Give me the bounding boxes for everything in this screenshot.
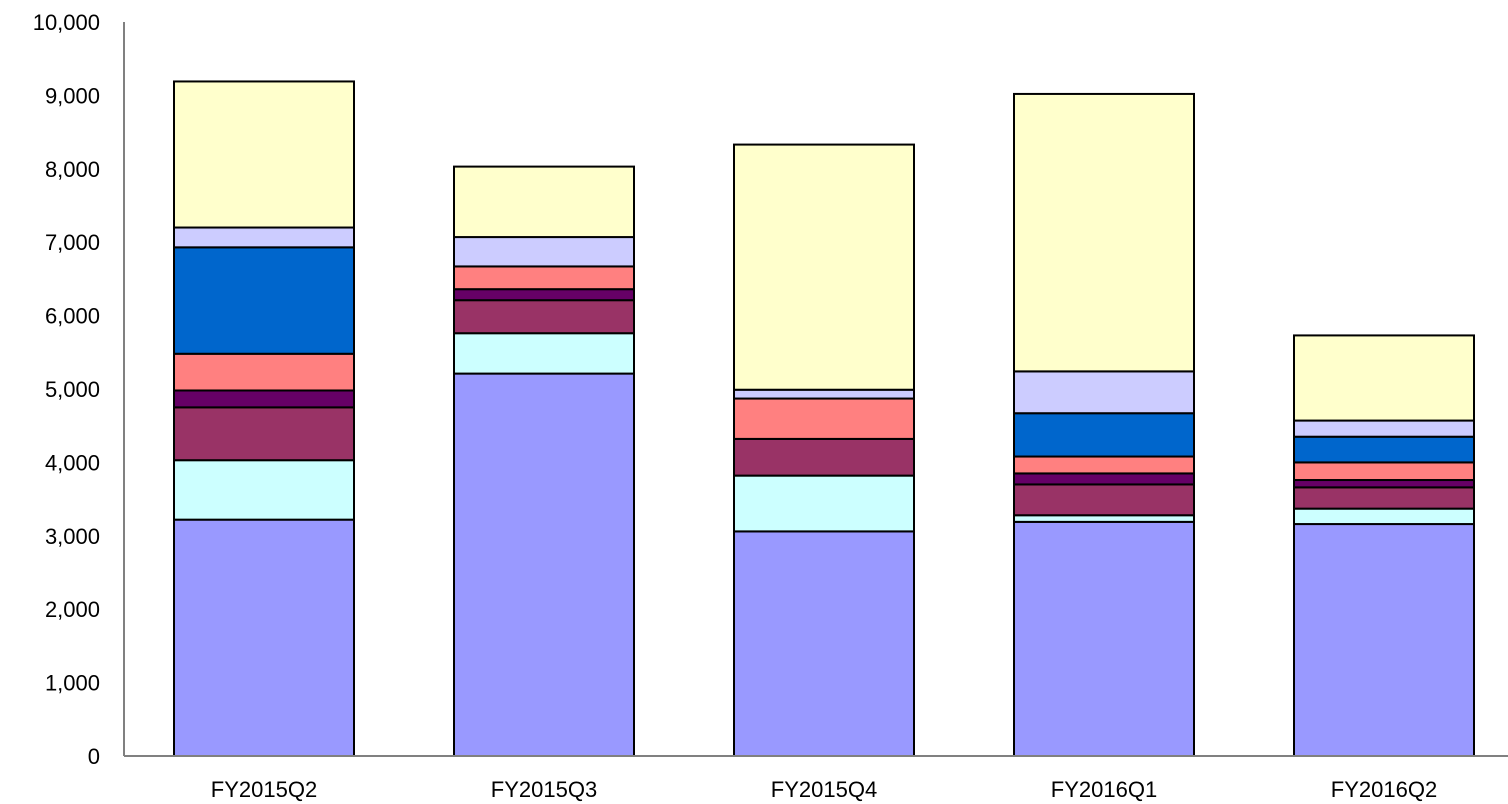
bar-segment <box>453 265 635 291</box>
bar-segment <box>733 388 915 400</box>
bar-segment <box>173 389 355 409</box>
bar-segment <box>1013 92 1195 373</box>
bar-stack <box>733 143 915 757</box>
bar-segment <box>1013 483 1195 517</box>
y-axis-tick-labels: 0 1,000 2,000 3,000 4,000 5,000 6,000 7,000 8,00… <box>33 10 100 769</box>
y-tick-label: 7,000 <box>45 230 100 255</box>
bar-segment <box>1013 472 1195 486</box>
bar-segment <box>453 332 635 375</box>
bar-segment <box>173 80 355 229</box>
bar-segment <box>1293 435 1475 464</box>
bar-segment <box>1293 419 1475 438</box>
bar-segment <box>173 518 355 757</box>
y-tick-label: 2,000 <box>45 597 100 622</box>
bar-segment <box>173 459 355 521</box>
bar-segment <box>1013 412 1195 458</box>
bar-segment <box>733 530 915 757</box>
bar-segment <box>733 397 915 440</box>
y-tick-label: 1,000 <box>45 671 100 696</box>
bar-segment <box>733 143 915 391</box>
y-tick-label: 8,000 <box>45 157 100 182</box>
bar-segment <box>1013 520 1195 757</box>
axes <box>123 22 1508 757</box>
x-category-label: FY2015Q3 <box>491 777 597 802</box>
bar-segment <box>1013 370 1195 415</box>
bar-segment <box>1293 461 1475 482</box>
x-category-label: FY2016Q2 <box>1331 777 1437 802</box>
bar-segment <box>453 372 635 757</box>
bar-stack <box>173 80 355 757</box>
y-tick-label: 10,000 <box>33 10 100 35</box>
y-tick-label: 3,000 <box>45 524 100 549</box>
y-tick-label: 0 <box>88 744 100 769</box>
y-tick-label: 5,000 <box>45 377 100 402</box>
bar-segment <box>453 165 635 239</box>
bar-segment <box>1013 455 1195 475</box>
bar-stack <box>1013 92 1195 757</box>
bar-segment <box>453 299 635 335</box>
x-category-label: FY2015Q2 <box>211 777 317 802</box>
bar-segment <box>173 352 355 392</box>
bars <box>173 80 1475 758</box>
bar-segment <box>453 288 635 302</box>
bar-segment <box>173 246 355 355</box>
bar-segment <box>1293 523 1475 758</box>
bar-stack <box>453 165 635 757</box>
y-tick-label: 9,000 <box>45 83 100 108</box>
y-tick-label: 4,000 <box>45 450 100 475</box>
bar-segment <box>1293 507 1475 526</box>
bar-segment <box>453 236 635 268</box>
y-tick-label: 6,000 <box>45 304 100 329</box>
x-category-label: FY2015Q4 <box>771 777 877 802</box>
x-category-label: FY2016Q1 <box>1051 777 1157 802</box>
bar-segment <box>173 406 355 462</box>
bar-segment <box>1293 334 1475 422</box>
x-axis-category-labels: FY2015Q2 FY2015Q3 FY2015Q4 FY2016Q1 FY2016Q2 <box>211 777 1437 802</box>
bar-segment <box>1293 479 1475 489</box>
bar-segment <box>733 474 915 533</box>
bar-segment <box>173 226 355 249</box>
bar-segment <box>1293 486 1475 510</box>
bar-segment <box>733 437 915 477</box>
bar-stack <box>1293 334 1475 758</box>
